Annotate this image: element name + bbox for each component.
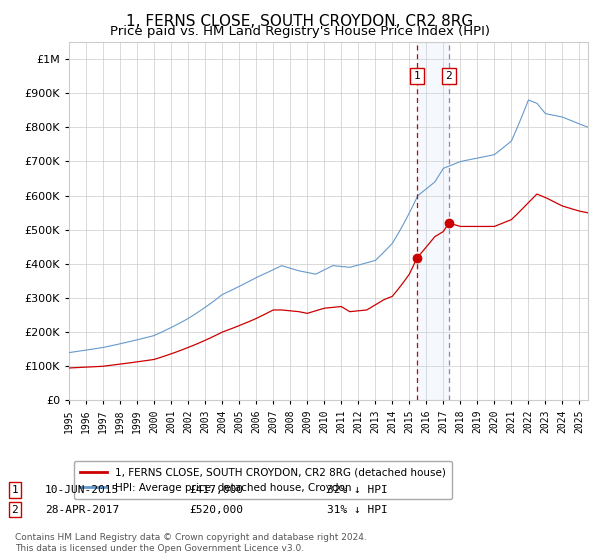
Bar [417, 42, 449, 400]
Text: 1: 1 [11, 485, 19, 495]
Text: 2: 2 [445, 71, 452, 81]
Text: Price paid vs. HM Land Registry's House Price Index (HPI): Price paid vs. HM Land Registry's House … [110, 25, 490, 38]
Text: 2: 2 [11, 505, 19, 515]
Text: 32% ↓ HPI: 32% ↓ HPI [327, 485, 388, 495]
Text: £520,000: £520,000 [189, 505, 243, 515]
Legend: 1, FERNS CLOSE, SOUTH CROYDON, CR2 8RG (detached house), HPI: Average price, det: 1, FERNS CLOSE, SOUTH CROYDON, CR2 8RG (… [74, 461, 452, 499]
Text: 28-APR-2017: 28-APR-2017 [45, 505, 119, 515]
Text: Contains HM Land Registry data © Crown copyright and database right 2024.
This d: Contains HM Land Registry data © Crown c… [15, 533, 367, 553]
Text: £417,000: £417,000 [189, 485, 243, 495]
Text: 1: 1 [413, 71, 420, 81]
Text: 31% ↓ HPI: 31% ↓ HPI [327, 505, 388, 515]
Text: 10-JUN-2015: 10-JUN-2015 [45, 485, 119, 495]
Text: 1, FERNS CLOSE, SOUTH CROYDON, CR2 8RG: 1, FERNS CLOSE, SOUTH CROYDON, CR2 8RG [127, 14, 473, 29]
